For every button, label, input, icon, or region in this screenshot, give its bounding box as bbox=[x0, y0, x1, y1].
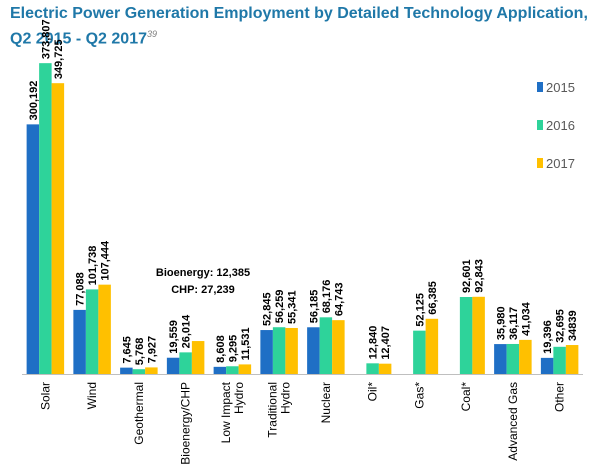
bar-2016-5 bbox=[272, 327, 286, 374]
data-label-2016-2: 5,768 bbox=[134, 338, 146, 366]
category-label-10-0: Advanced Gas bbox=[506, 382, 520, 461]
data-label-2016-8: 52,125 bbox=[414, 293, 426, 327]
bar-2015-0 bbox=[26, 124, 40, 374]
bar-2016-0 bbox=[39, 63, 52, 375]
bar-2017-11 bbox=[565, 345, 579, 374]
category-label-3-0: Bioenergy/CHP bbox=[179, 382, 193, 465]
data-label-2017-5: 55,341 bbox=[287, 290, 299, 324]
data-label-2016-9: 92,601 bbox=[461, 259, 473, 293]
data-label-2017-6: 64,743 bbox=[333, 283, 345, 317]
data-label-2016-11: 32,695 bbox=[555, 309, 567, 343]
data-label-2016-4: 9,295 bbox=[227, 335, 239, 363]
legend-label-2016: 2016 bbox=[546, 118, 575, 133]
bar-2017-6 bbox=[332, 320, 345, 374]
data-label-2016-6: 68,176 bbox=[321, 280, 333, 314]
bar-2016-3 bbox=[179, 352, 192, 374]
bar-2015-10 bbox=[494, 344, 507, 374]
category-label-0-0: Solar bbox=[38, 382, 52, 410]
bar-2017-4 bbox=[238, 364, 252, 374]
data-label-2015-2: 7,645 bbox=[121, 336, 133, 364]
category-label-2-0: Geothermal bbox=[132, 382, 146, 445]
legend-swatch-2017 bbox=[537, 158, 543, 168]
category-label-11-0: Other bbox=[553, 382, 567, 412]
data-label-2017-8: 66,385 bbox=[427, 281, 439, 315]
chart-title-text: Electric Power Generation Employment by … bbox=[10, 5, 588, 48]
legend-swatch-2015 bbox=[537, 82, 543, 92]
bar-2017-5 bbox=[285, 327, 298, 374]
data-label-2017-7: 12,407 bbox=[380, 326, 392, 360]
bar-2017-7 bbox=[378, 363, 392, 374]
data-label-2016-10: 36,117 bbox=[508, 307, 520, 340]
category-label-5-1: Hydro bbox=[279, 382, 293, 414]
bar-2015-4 bbox=[213, 366, 227, 374]
bar-2016-10 bbox=[506, 343, 520, 374]
bar-2017-9 bbox=[472, 296, 485, 374]
bar-2017-3 bbox=[191, 341, 205, 374]
bar-2016-8 bbox=[413, 330, 426, 374]
data-label-2015-0: 300,192 bbox=[28, 81, 40, 121]
bar-2015-6 bbox=[307, 327, 320, 374]
bar-2016-9 bbox=[459, 296, 473, 374]
category-label-7-0: Oil* bbox=[366, 382, 380, 402]
category-label-5-0: Traditional bbox=[266, 382, 280, 438]
category-label-9-0: Coal* bbox=[459, 382, 473, 412]
data-label-2016-0: 373,807 bbox=[40, 19, 52, 59]
data-label-2017-11: 34839 bbox=[567, 310, 579, 341]
data-label-2015-1: 77,088 bbox=[75, 272, 87, 306]
bar-2015-2 bbox=[120, 367, 133, 374]
bar-2015-3 bbox=[166, 357, 180, 374]
data-label-2017-2: 7,927 bbox=[146, 336, 158, 364]
annotation-0: Bioenergy: 12,385 bbox=[156, 267, 250, 279]
data-label-2015-10: 35,980 bbox=[495, 306, 507, 340]
bar-2016-2 bbox=[132, 369, 146, 374]
legend-label-2017: 2017 bbox=[546, 156, 575, 171]
title-footnote: 39 bbox=[146, 29, 157, 39]
chart-title: Electric Power Generation Employment by … bbox=[10, 4, 595, 49]
bar-2016-7 bbox=[366, 363, 379, 374]
data-label-2016-3: 26,014 bbox=[181, 314, 193, 349]
bar-2016-1 bbox=[85, 289, 99, 374]
data-label-2017-10: 41,034 bbox=[520, 301, 532, 336]
data-label-2015-5: 52,845 bbox=[262, 292, 274, 326]
data-label-2016-5: 56,259 bbox=[274, 290, 286, 324]
bar-2017-10 bbox=[519, 339, 532, 374]
category-label-1-0: Wind bbox=[85, 382, 99, 409]
data-label-2016-1: 101,738 bbox=[87, 246, 99, 286]
legend-label-2015: 2015 bbox=[546, 80, 575, 95]
data-label-2015-6: 56,185 bbox=[308, 290, 320, 324]
category-label-4-1: Hydro bbox=[232, 382, 246, 414]
bar-2015-5 bbox=[260, 330, 273, 374]
legend-swatch-2016 bbox=[537, 120, 543, 130]
data-label-2015-4: 8,608 bbox=[215, 335, 227, 363]
bar-2015-1 bbox=[73, 309, 86, 374]
category-label-6-0: Nuclear bbox=[319, 382, 333, 423]
bar-2017-0 bbox=[51, 83, 65, 374]
bar-2015-11 bbox=[540, 357, 554, 374]
data-label-2017-1: 107,444 bbox=[100, 240, 112, 281]
bar-2016-11 bbox=[553, 346, 566, 374]
data-label-2017-4: 11,531 bbox=[240, 327, 252, 360]
data-label-2016-7: 12,840 bbox=[368, 326, 380, 360]
bar-2017-1 bbox=[98, 284, 111, 374]
data-label-2015-11: 19,396 bbox=[542, 320, 554, 354]
data-label-2015-3: 19,559 bbox=[168, 320, 180, 354]
annotation-1: CHP: 27,239 bbox=[171, 284, 235, 296]
bar-2016-6 bbox=[319, 317, 333, 374]
bar-2017-8 bbox=[425, 318, 439, 374]
bar-2016-4 bbox=[226, 366, 239, 374]
category-label-8-0: Gas* bbox=[412, 382, 426, 409]
bar-2017-2 bbox=[145, 367, 158, 374]
data-label-2017-0: 349,725 bbox=[53, 39, 65, 79]
category-label-4-0: Low Impact bbox=[219, 381, 233, 443]
data-label-2017-9: 92,843 bbox=[474, 259, 486, 293]
